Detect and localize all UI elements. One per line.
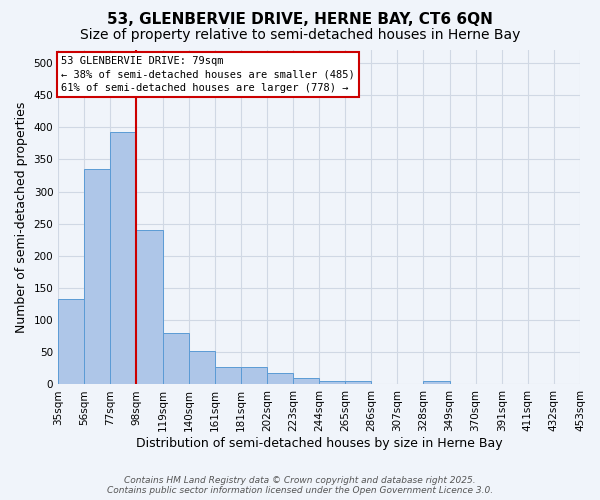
- Bar: [163, 333, 188, 384]
- Bar: [267, 373, 293, 384]
- Bar: [136, 230, 163, 384]
- Bar: [424, 381, 449, 384]
- Bar: [84, 169, 110, 384]
- Y-axis label: Number of semi-detached properties: Number of semi-detached properties: [15, 102, 28, 333]
- Text: Size of property relative to semi-detached houses in Herne Bay: Size of property relative to semi-detach…: [80, 28, 520, 42]
- Text: 53 GLENBERVIE DRIVE: 79sqm
← 38% of semi-detached houses are smaller (485)
61% o: 53 GLENBERVIE DRIVE: 79sqm ← 38% of semi…: [61, 56, 355, 93]
- Text: Contains HM Land Registry data © Crown copyright and database right 2025.
Contai: Contains HM Land Registry data © Crown c…: [107, 476, 493, 495]
- Bar: [58, 299, 84, 384]
- Bar: [319, 381, 345, 384]
- Text: 53, GLENBERVIE DRIVE, HERNE BAY, CT6 6QN: 53, GLENBERVIE DRIVE, HERNE BAY, CT6 6QN: [107, 12, 493, 28]
- Bar: [110, 132, 136, 384]
- Bar: [215, 367, 241, 384]
- Bar: [345, 381, 371, 384]
- Bar: [188, 351, 215, 384]
- Bar: [241, 367, 267, 384]
- X-axis label: Distribution of semi-detached houses by size in Herne Bay: Distribution of semi-detached houses by …: [136, 437, 502, 450]
- Bar: [293, 378, 319, 384]
